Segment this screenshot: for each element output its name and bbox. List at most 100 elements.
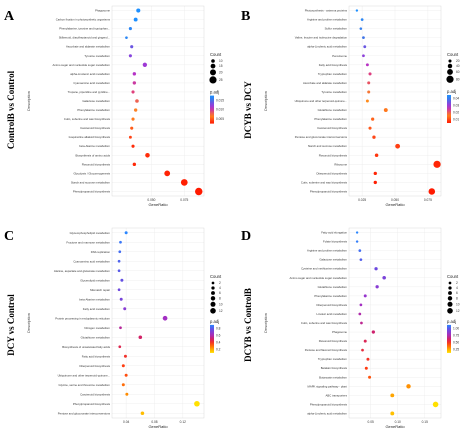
count-legend-label: 40 — [456, 64, 460, 68]
data-point — [124, 231, 128, 235]
padj-colorbar — [447, 94, 451, 123]
category-label: Phenylalanine, tyrosine and tryptophan..… — [59, 27, 110, 31]
panel-letter: A — [4, 9, 15, 24]
data-point — [132, 162, 137, 167]
data-point — [117, 288, 121, 292]
plot-area — [112, 228, 204, 418]
data-point — [406, 384, 411, 389]
category-label: Ubiquinone and other terpenoid-quinone..… — [58, 373, 111, 377]
data-point — [194, 400, 200, 407]
data-point — [365, 99, 369, 103]
panel-letter: D — [241, 229, 251, 244]
category-label: Stilbenoid, diarylheptanoid and gingerol… — [59, 36, 111, 40]
category-label: Fatty acid metabolism — [83, 307, 111, 311]
count-legend-label: 6 — [456, 291, 458, 295]
padj-colorbar — [210, 95, 214, 124]
category-label: Ascorbate and aldarate metabolism — [66, 45, 111, 49]
data-point — [374, 153, 379, 158]
data-point — [138, 335, 143, 340]
category-label: Fatty acid biosynthesis — [319, 63, 348, 67]
category-label: MAPK signaling pathway - plant — [308, 384, 348, 388]
count-legend-swatch — [211, 281, 215, 285]
category-label: Glycolysis / Gluconeogenesis — [73, 171, 110, 175]
data-point — [123, 354, 127, 358]
plot-frame — [111, 5, 205, 197]
data-point — [373, 180, 377, 185]
x-tick-label: 0.04 — [123, 420, 129, 424]
category-label: Biosynthesis of unsaturated fatty acids — [62, 345, 110, 349]
category-label: Fatty acid elongation — [321, 231, 347, 235]
category-label: Alanine, aspartate and glutamate metabol… — [54, 269, 111, 273]
data-point — [364, 366, 368, 370]
count-legend-label: 60 — [456, 70, 460, 74]
category-label: Photosynthesis - antenna proteins — [305, 9, 348, 13]
category-label: Glutathione metabolism — [81, 335, 111, 339]
count-legend-swatch — [447, 308, 453, 314]
category-label: Phagosome — [332, 330, 347, 334]
data-point — [359, 258, 363, 262]
category-label: Tropane, piperidine and pyridine... — [68, 90, 111, 94]
category-label: Betalain biosynthesis — [321, 366, 348, 370]
data-point — [360, 18, 364, 21]
category-label: Arginine and proline metabolism — [307, 18, 348, 22]
category-label: Fructose and mannose metabolism — [66, 240, 110, 244]
category-label: Pentose and flavonol biosynthesis — [305, 348, 348, 352]
padj-legend-label: 0.4 — [216, 340, 221, 344]
category-label: Amino sugar and nucleotide sugar metabol… — [52, 63, 110, 67]
plot-frame — [348, 227, 442, 419]
category-label: Glutathione metabolism — [318, 285, 348, 289]
data-point — [367, 81, 371, 85]
data-point — [366, 357, 370, 361]
data-point — [140, 411, 145, 416]
data-point — [133, 17, 138, 22]
count-legend-swatch — [210, 296, 216, 301]
category-label: Flavonoid biosynthesis — [319, 153, 348, 157]
count-legend-swatch — [211, 286, 215, 290]
category-label: Phenylpropanoid biosynthesis — [310, 189, 348, 193]
category-label: Glycine, serine and threonine metabolism — [59, 383, 111, 387]
padj-legend-label: 0.005 — [216, 117, 224, 121]
padj-legend-label: 0.015 — [216, 98, 224, 102]
data-point — [132, 81, 137, 85]
category-label: beta-Alanine metabolism — [79, 144, 110, 148]
category-label: Folate biosynthesis — [323, 240, 348, 244]
category-label: DNA replication — [91, 250, 111, 254]
padj-legend-label: 0.6 — [216, 333, 221, 337]
panel-b: B DCYB vs DCY Photosynthesis - antenna pro… — [241, 5, 460, 207]
x-axis-label: GeneRatio — [148, 202, 168, 207]
x-axis-label: GeneRatio — [385, 424, 405, 429]
count-legend-swatch — [448, 286, 452, 290]
count-legend-label: 15 — [219, 64, 223, 68]
padj-legend-label: 0.04 — [453, 96, 459, 100]
category-label: Flavonoid biosynthesis — [82, 162, 111, 166]
data-point — [358, 249, 362, 252]
x-tick-label: 0.12 — [180, 420, 186, 424]
count-legend-label: 10 — [219, 302, 223, 306]
count-legend-label: 12 — [219, 309, 223, 313]
data-point — [128, 27, 132, 31]
count-legend-label: 8 — [456, 296, 458, 300]
x-tick-label: 0.05 — [368, 420, 374, 424]
category-label: Phenylalanine metabolism — [314, 117, 347, 121]
data-point — [128, 54, 132, 58]
count-legend-label: 20 — [456, 59, 460, 63]
count-legend-title: Count — [447, 52, 459, 57]
category-label: Valine, leucine and isoleucine degradati… — [295, 36, 348, 40]
category-label: Ascorbate and aldarate metabolism — [303, 81, 348, 85]
data-point — [428, 188, 436, 195]
data-point — [360, 321, 363, 325]
data-point — [131, 117, 135, 121]
count-legend-label: 20 — [219, 70, 223, 74]
data-point — [119, 326, 122, 330]
data-point — [125, 36, 128, 39]
data-point — [433, 160, 441, 168]
count-legend-swatch — [447, 63, 453, 69]
category-label: alpha-Linolenic acid metabolism — [307, 411, 347, 415]
data-point — [432, 401, 439, 408]
count-legend-swatch — [209, 76, 217, 84]
category-label: Cyanoamino acid metabolism — [73, 81, 110, 85]
category-label: Phenylalanine metabolism — [77, 108, 110, 112]
count-legend-swatch — [210, 308, 216, 314]
x-tick-label: 0.025 — [358, 198, 366, 202]
padj-colorbar — [210, 324, 214, 353]
